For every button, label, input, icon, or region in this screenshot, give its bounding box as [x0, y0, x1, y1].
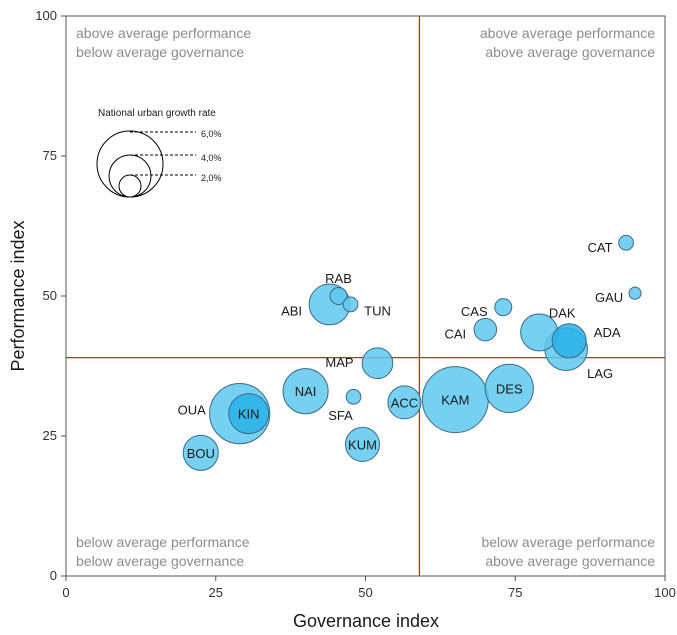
- bubble-cai: [473, 317, 498, 342]
- y-tick-label: 75: [43, 148, 57, 163]
- bubble-kin: [228, 393, 270, 435]
- x-tick-label: 50: [358, 585, 372, 600]
- x-tick-label: 25: [209, 585, 223, 600]
- bubble-label-kin: KIN: [238, 407, 260, 422]
- bubble-label-oua: OUA: [178, 403, 207, 418]
- bubble-label-nai: NAI: [295, 384, 317, 399]
- bubble-label-des: DES: [496, 381, 523, 396]
- y-tick-label: 50: [43, 288, 57, 303]
- quadrant-bottom-right-line2: above average governance: [485, 553, 655, 569]
- x-axis-title: Governance index: [293, 611, 439, 631]
- bubble-label-map: MAP: [325, 355, 353, 370]
- size-legend-label-small: 2,0%: [201, 173, 222, 183]
- bubble-des: [484, 363, 534, 413]
- bubble-cat: [618, 234, 634, 251]
- quadrant-top-left-line2: below average governance: [76, 44, 244, 60]
- bubble-ada: [551, 323, 587, 359]
- bubble-labels: CAT GAU RAB ABI TUN CAS CAI DAK ADA LAG MAP NAI SFA A…: [178, 240, 624, 461]
- size-legend-title: National urban growth rate: [98, 108, 216, 119]
- plot-frame: [65, 15, 666, 577]
- bubble-acc: [387, 385, 422, 420]
- bubble-bou: [182, 434, 219, 471]
- y-tick-label: 100: [35, 8, 57, 23]
- y-tick-label: 25: [43, 428, 57, 443]
- bubble-cas: [494, 298, 513, 317]
- bubble-label-ada: ADA: [594, 325, 621, 340]
- size-legend: National urban growth rate 6,0% 4,0% 2,0…: [96, 108, 222, 198]
- bubble-label-tun: TUN: [364, 303, 391, 318]
- quadrant-top-right-line2: above average governance: [485, 44, 655, 60]
- size-legend-circle-small: [118, 174, 142, 198]
- size-legend-label-medium: 4,0%: [201, 153, 222, 163]
- x-tick-label: 75: [508, 585, 522, 600]
- bubbles: [182, 234, 642, 471]
- bubble-label-gau: GAU: [595, 290, 623, 305]
- quadrant-bottom-right-line1: below average performance: [481, 534, 655, 550]
- bubble-label-lag: LAG: [587, 366, 613, 381]
- bubble-label-cas: CAS: [461, 304, 488, 319]
- bubble-label-sfa: SFA: [328, 408, 353, 423]
- bubble-map: [361, 347, 394, 380]
- bubble-label-abi: ABI: [281, 303, 302, 318]
- bubble-tun: [342, 296, 359, 313]
- bubble-gau: [628, 286, 642, 300]
- bubble-kum: [344, 426, 381, 462]
- bubble-label-rab: RAB: [325, 271, 352, 286]
- quadrant-bottom-left-line2: below average governance: [76, 553, 244, 569]
- quadrant-top-left-line1: above average performance: [76, 25, 251, 41]
- x-tick-label: 100: [654, 585, 676, 600]
- bubble-label-acc: ACC: [391, 395, 418, 410]
- quadrant-bottom-left-line1: below average performance: [76, 534, 250, 550]
- plot-area: 0 25 50 75 100 0 25 50 75 100: [35, 8, 676, 600]
- bubble-label-cat: CAT: [588, 240, 613, 255]
- bubble-nai: [282, 368, 329, 415]
- x-tick-label: 0: [62, 585, 69, 600]
- y-tick-label: 0: [50, 568, 57, 583]
- bubble-label-dak: DAK: [549, 305, 576, 320]
- bubble-label-bou: BOU: [187, 446, 215, 461]
- bubble-label-cai: CAI: [444, 327, 466, 342]
- bubble-sfa: [345, 388, 362, 405]
- bubble-label-kum: KUM: [348, 437, 377, 452]
- bubble-rab: [329, 286, 348, 306]
- y-axis-title: Performance index: [8, 220, 28, 371]
- bubble-label-kam: KAM: [441, 393, 469, 408]
- quadrant-top-right-line1: above average performance: [480, 25, 655, 41]
- size-legend-label-large: 6,0%: [201, 129, 222, 139]
